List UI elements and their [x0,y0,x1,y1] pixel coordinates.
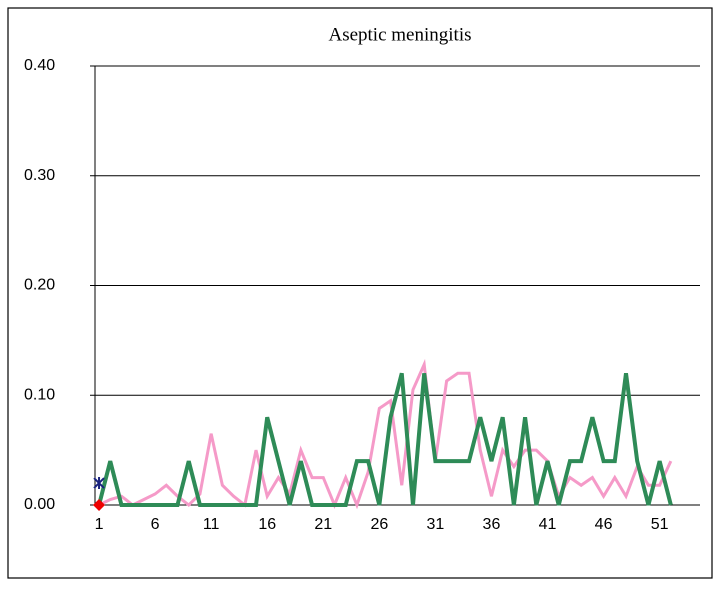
x-tick-label: 46 [595,516,613,533]
x-tick-label: 41 [539,516,557,533]
x-tick-label: 26 [370,516,388,533]
x-tick-label: 1 [95,516,104,533]
marker-asterisk [93,477,105,490]
x-tick-label: 6 [151,516,160,533]
chart-title: Aseptic meningitis [328,24,471,45]
x-tick-label: 11 [203,516,220,533]
x-tick-label: 36 [483,516,501,533]
x-tick-label: 31 [426,516,444,533]
series-line [98,358,673,510]
x-tick-label: 16 [258,516,276,533]
x-tick-label: 51 [651,516,669,533]
x-tick-label: 21 [314,516,332,533]
y-tick-label: 0.00 [24,496,55,513]
series-line [97,372,673,507]
marker-diamond [93,499,106,511]
y-tick-label: 0.40 [24,57,55,74]
y-tick-label: 0.30 [24,167,55,184]
y-tick-label: 0.10 [24,386,55,403]
y-tick-label: 0.20 [24,277,55,294]
